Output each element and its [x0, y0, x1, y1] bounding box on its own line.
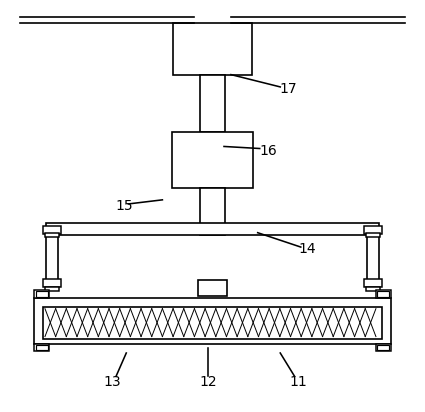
Bar	[43, 307, 382, 339]
Bar	[34, 290, 49, 297]
Bar	[173, 132, 252, 187]
Bar	[36, 291, 48, 297]
Bar	[34, 344, 49, 351]
Text: 12: 12	[200, 375, 217, 389]
Text: 14: 14	[298, 242, 316, 256]
Bar	[366, 233, 380, 237]
Text: 15: 15	[116, 199, 133, 213]
Bar	[43, 226, 61, 234]
Bar	[46, 223, 379, 235]
Bar	[45, 287, 59, 291]
Bar	[367, 235, 379, 284]
Text: 17: 17	[280, 82, 297, 96]
Bar	[200, 187, 225, 235]
Bar	[34, 297, 391, 344]
Bar	[366, 287, 380, 291]
Bar	[376, 344, 391, 351]
Bar	[36, 345, 48, 350]
Bar	[198, 280, 227, 295]
Bar	[377, 345, 389, 350]
Text: 11: 11	[290, 375, 308, 389]
Text: 16: 16	[259, 143, 277, 157]
Bar	[173, 23, 252, 75]
Bar	[364, 226, 382, 234]
Bar	[46, 235, 58, 284]
Bar	[376, 290, 391, 297]
Bar	[45, 233, 59, 237]
Text: 13: 13	[103, 375, 121, 389]
Bar	[364, 279, 382, 287]
Bar	[200, 75, 225, 132]
Bar	[43, 279, 61, 287]
Bar	[377, 291, 389, 297]
